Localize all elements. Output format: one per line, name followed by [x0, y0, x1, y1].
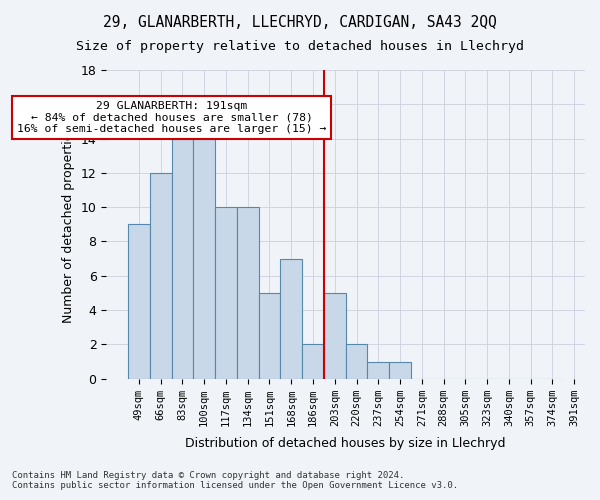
X-axis label: Distribution of detached houses by size in Llechryd: Distribution of detached houses by size … [185, 437, 506, 450]
Bar [128, 224, 150, 378]
Bar [215, 207, 237, 378]
Text: Size of property relative to detached houses in Llechryd: Size of property relative to detached ho… [76, 40, 524, 53]
Bar [389, 362, 411, 378]
Bar [346, 344, 367, 378]
Bar [237, 207, 259, 378]
Bar [280, 258, 302, 378]
Bar [193, 138, 215, 378]
Bar [172, 138, 193, 378]
Bar [150, 173, 172, 378]
Bar [367, 362, 389, 378]
Bar [302, 344, 324, 378]
Text: 29, GLANARBERTH, LLECHRYD, CARDIGAN, SA43 2QQ: 29, GLANARBERTH, LLECHRYD, CARDIGAN, SA4… [103, 15, 497, 30]
Bar [259, 293, 280, 378]
Bar [324, 293, 346, 378]
Y-axis label: Number of detached properties: Number of detached properties [62, 126, 75, 323]
Text: Contains HM Land Registry data © Crown copyright and database right 2024.
Contai: Contains HM Land Registry data © Crown c… [12, 470, 458, 490]
Text: 29 GLANARBERTH: 191sqm
← 84% of detached houses are smaller (78)
16% of semi-det: 29 GLANARBERTH: 191sqm ← 84% of detached… [17, 101, 326, 134]
